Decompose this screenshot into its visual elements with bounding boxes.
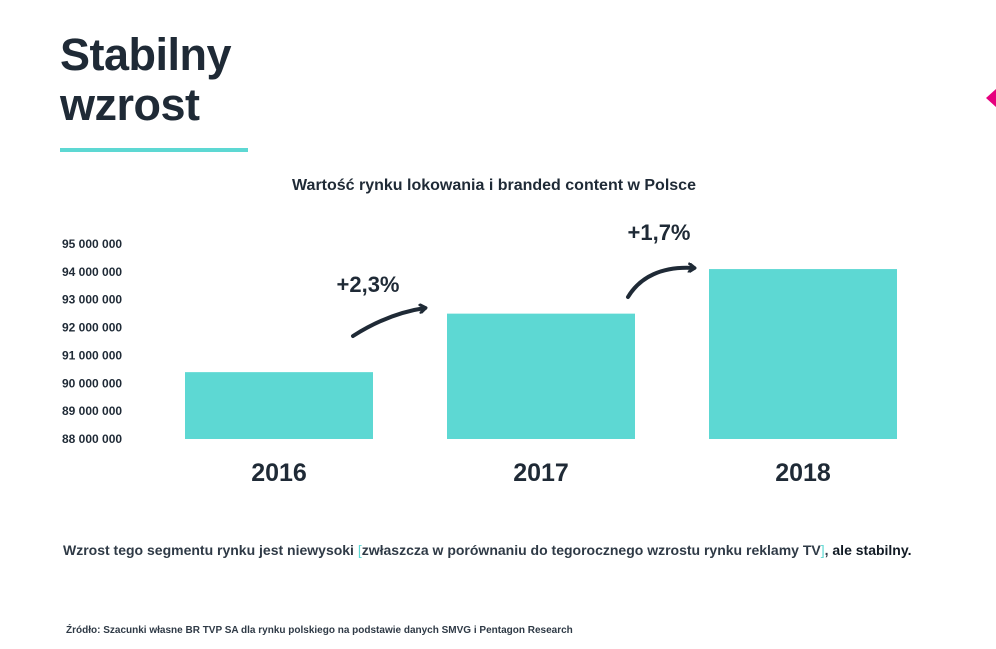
bracket-close: ] [820,542,825,558]
growth-arrow-2017-2018 [626,268,694,299]
source-note: Źródło: Szacunki własne BR TVP SA dla ry… [66,625,573,636]
bracket-open: [ [357,542,362,558]
y-axis-labels: 95 000 000 94 000 000 93 000 000 92 000 000… [62,237,122,446]
x-tick-label: 2016 [251,459,307,487]
y-tick-label: 89 000 000 [62,404,122,418]
x-tick-label: 2017 [513,459,569,487]
growth-label-2017-2018: +1,7% [628,220,691,245]
x-tick-label: 2018 [775,459,831,487]
y-tick-label: 93 000 000 [62,293,122,307]
x-axis-labels: 2016 2017 2018 [251,459,831,487]
growth-annotations: +2,3% +1,7% [337,220,695,338]
title-underline [60,148,248,152]
y-tick-label: 92 000 000 [62,321,122,335]
title-line-1: Stabilny [60,29,232,80]
bar-2016 [185,372,373,439]
bar-2017 [447,313,635,439]
description-after: , [824,542,833,558]
bar-chart: 95 000 000 94 000 000 93 000 000 92 000 000… [62,220,897,487]
y-tick-label: 94 000 000 [62,265,122,279]
description-bracket-text: zwłaszcza w porównaniu do tegorocznego w… [361,542,821,558]
growth-arrow-2016-2017 [351,308,425,338]
chart-title: Wartość rynku lokowania i branded conten… [292,177,696,194]
y-tick-label: 91 000 000 [62,348,122,362]
description-start: Wzrost tego segmentu rynku jest niewysok… [63,542,358,558]
description-emphasis: ale stabilny. [832,542,912,558]
bar-2018 [709,269,897,439]
y-tick-label: 95 000 000 [62,237,122,251]
y-tick-label: 90 000 000 [62,376,122,390]
description-text: Wzrost tego segmentu rynku jest niewysok… [63,540,941,560]
slide-title: Stabilny wzrost [60,29,232,130]
side-marker-icon [986,89,996,107]
bars [185,269,897,439]
growth-label-2016-2017: +2,3% [337,272,400,297]
y-tick-label: 88 000 000 [62,432,122,446]
title-line-2: wzrost [60,79,200,130]
